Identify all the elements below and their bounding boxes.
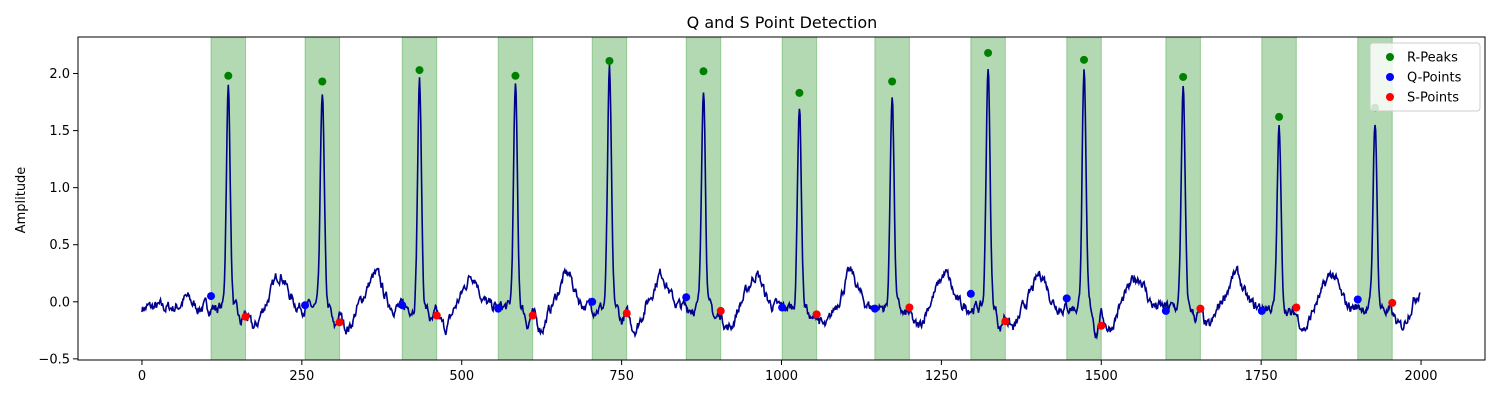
- legend-label-1: Q-Points: [1407, 71, 1462, 86]
- qrs-band-10: [1165, 36, 1201, 361]
- r-peak-0: [224, 71, 233, 80]
- x-tick-label-0: 0: [138, 369, 146, 384]
- q-point-3: [494, 304, 503, 313]
- x-tick-label-3: 750: [609, 369, 634, 384]
- s-point-2: [432, 311, 441, 320]
- r-peak-5: [699, 67, 708, 76]
- r-peak-1: [318, 77, 327, 86]
- y-tick-label-0: −0.5: [38, 352, 70, 367]
- q-point-10: [1161, 306, 1170, 315]
- q-point-8: [966, 289, 975, 298]
- s-point-7: [905, 303, 914, 312]
- plot-area: 0 250 500 750 1000 1250 1500 1750 2000 −0.5 0.0 0.5…: [38, 36, 1486, 384]
- r-peak-10: [1179, 72, 1188, 81]
- qrs-band-6: [781, 36, 818, 361]
- s-point-12: [1388, 298, 1397, 307]
- y-tick-label-3: 1.0: [49, 181, 70, 196]
- x-tick-label-1: 250: [289, 369, 314, 384]
- s-point-9: [1097, 321, 1106, 330]
- q-point-7: [870, 304, 879, 313]
- s-point-4: [622, 309, 631, 318]
- q-point-9: [1062, 294, 1071, 303]
- legend-box: [1369, 42, 1481, 112]
- r-peak-9: [1080, 55, 1089, 64]
- q-point-0: [207, 292, 216, 301]
- legend-marker-2: [1386, 93, 1394, 101]
- x-tick-label-2: 500: [449, 369, 474, 384]
- x-tick-label-7: 1750: [1245, 369, 1278, 384]
- x-tick-label-4: 1000: [765, 369, 798, 384]
- q-point-5: [682, 293, 691, 302]
- qrs-band-5: [685, 36, 722, 361]
- r-peak-6: [795, 88, 804, 97]
- q-point-6: [778, 303, 787, 312]
- r-peak-7: [888, 77, 897, 86]
- chart-title: Q and S Point Detection: [687, 13, 878, 32]
- s-point-11: [1292, 303, 1301, 312]
- s-point-0: [241, 312, 250, 321]
- q-point-2: [398, 301, 407, 310]
- x-tick-label-6: 1500: [1085, 369, 1118, 384]
- qrs-band-11: [1261, 36, 1297, 361]
- q-point-12: [1353, 295, 1362, 304]
- y-tick-label-2: 0.5: [49, 238, 70, 253]
- s-point-5: [716, 306, 725, 315]
- q-point-1: [301, 301, 310, 310]
- r-peak-4: [605, 56, 614, 65]
- legend-label-0: R-Peaks: [1407, 51, 1458, 66]
- y-tick-label-4: 1.5: [49, 124, 70, 139]
- s-point-1: [335, 318, 344, 327]
- x-tick-label-5: 1250: [925, 369, 958, 384]
- r-peak-11: [1275, 112, 1284, 121]
- r-peak-2: [415, 66, 424, 75]
- legend-marker-1: [1386, 73, 1394, 81]
- y-axis-label: Amplitude: [14, 167, 29, 234]
- y-tick-label-1: 0.0: [49, 295, 70, 310]
- ecg-signal-line: [141, 64, 1421, 340]
- q-point-4: [588, 297, 597, 306]
- r-peak-3: [511, 71, 520, 80]
- r-peak-8: [984, 48, 993, 57]
- q-point-11: [1257, 306, 1266, 315]
- y-tick-label-5: 2.0: [49, 67, 70, 82]
- legend-label-2: S-Points: [1407, 91, 1459, 106]
- s-point-8: [1001, 317, 1010, 326]
- s-point-3: [528, 311, 537, 320]
- s-point-10: [1196, 304, 1205, 313]
- x-tick-label-8: 2000: [1404, 369, 1437, 384]
- s-point-6: [812, 310, 821, 319]
- legend-marker-0: [1386, 53, 1394, 61]
